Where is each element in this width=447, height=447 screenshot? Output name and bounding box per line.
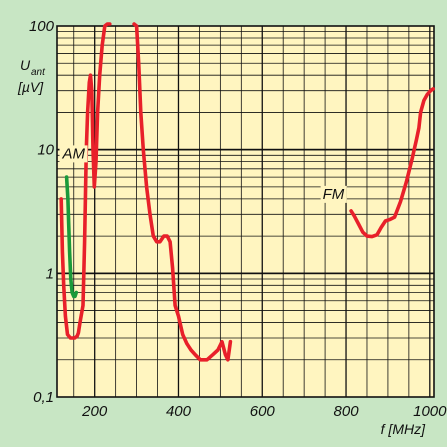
plot-area: [56, 25, 435, 398]
series-line-3: [349, 87, 436, 239]
x-tick-labels: 200 400 600 800 1000: [81, 403, 447, 420]
annotation-background: [59, 145, 88, 163]
x-tick-label: 200: [81, 403, 108, 420]
x-tick-label: 400: [166, 403, 192, 420]
series-line-2: [132, 22, 233, 362]
y-tick-labels: 0,1 1 10 100: [29, 18, 55, 406]
x-axis-label: f [MHz]: [381, 421, 426, 437]
series-line-1: [59, 22, 112, 340]
annotation-background: [320, 185, 347, 203]
annotation-am: AM: [62, 145, 86, 162]
series-line-4: [64, 175, 79, 299]
x-tick-label: 600: [250, 403, 276, 420]
y-axis-label-subscript: ant: [31, 67, 46, 78]
x-tick-label: 1000: [413, 403, 447, 420]
y-axis-label-main: U: [20, 57, 31, 73]
y-axis-title: U ant [µV]: [17, 57, 46, 95]
grid-lines: [57, 26, 434, 397]
y-tick-label: 10: [37, 142, 54, 159]
x-tick-label: 800: [334, 403, 360, 420]
y-tick-label: 100: [29, 18, 55, 35]
series-layer: [59, 22, 436, 362]
y-axis-label-unit: [µV]: [17, 79, 44, 95]
annotations: AM FM: [59, 145, 347, 203]
annotation-fm: FM: [323, 186, 345, 203]
y-tick-label: 1: [46, 265, 54, 282]
y-tick-label: 0,1: [33, 389, 54, 406]
